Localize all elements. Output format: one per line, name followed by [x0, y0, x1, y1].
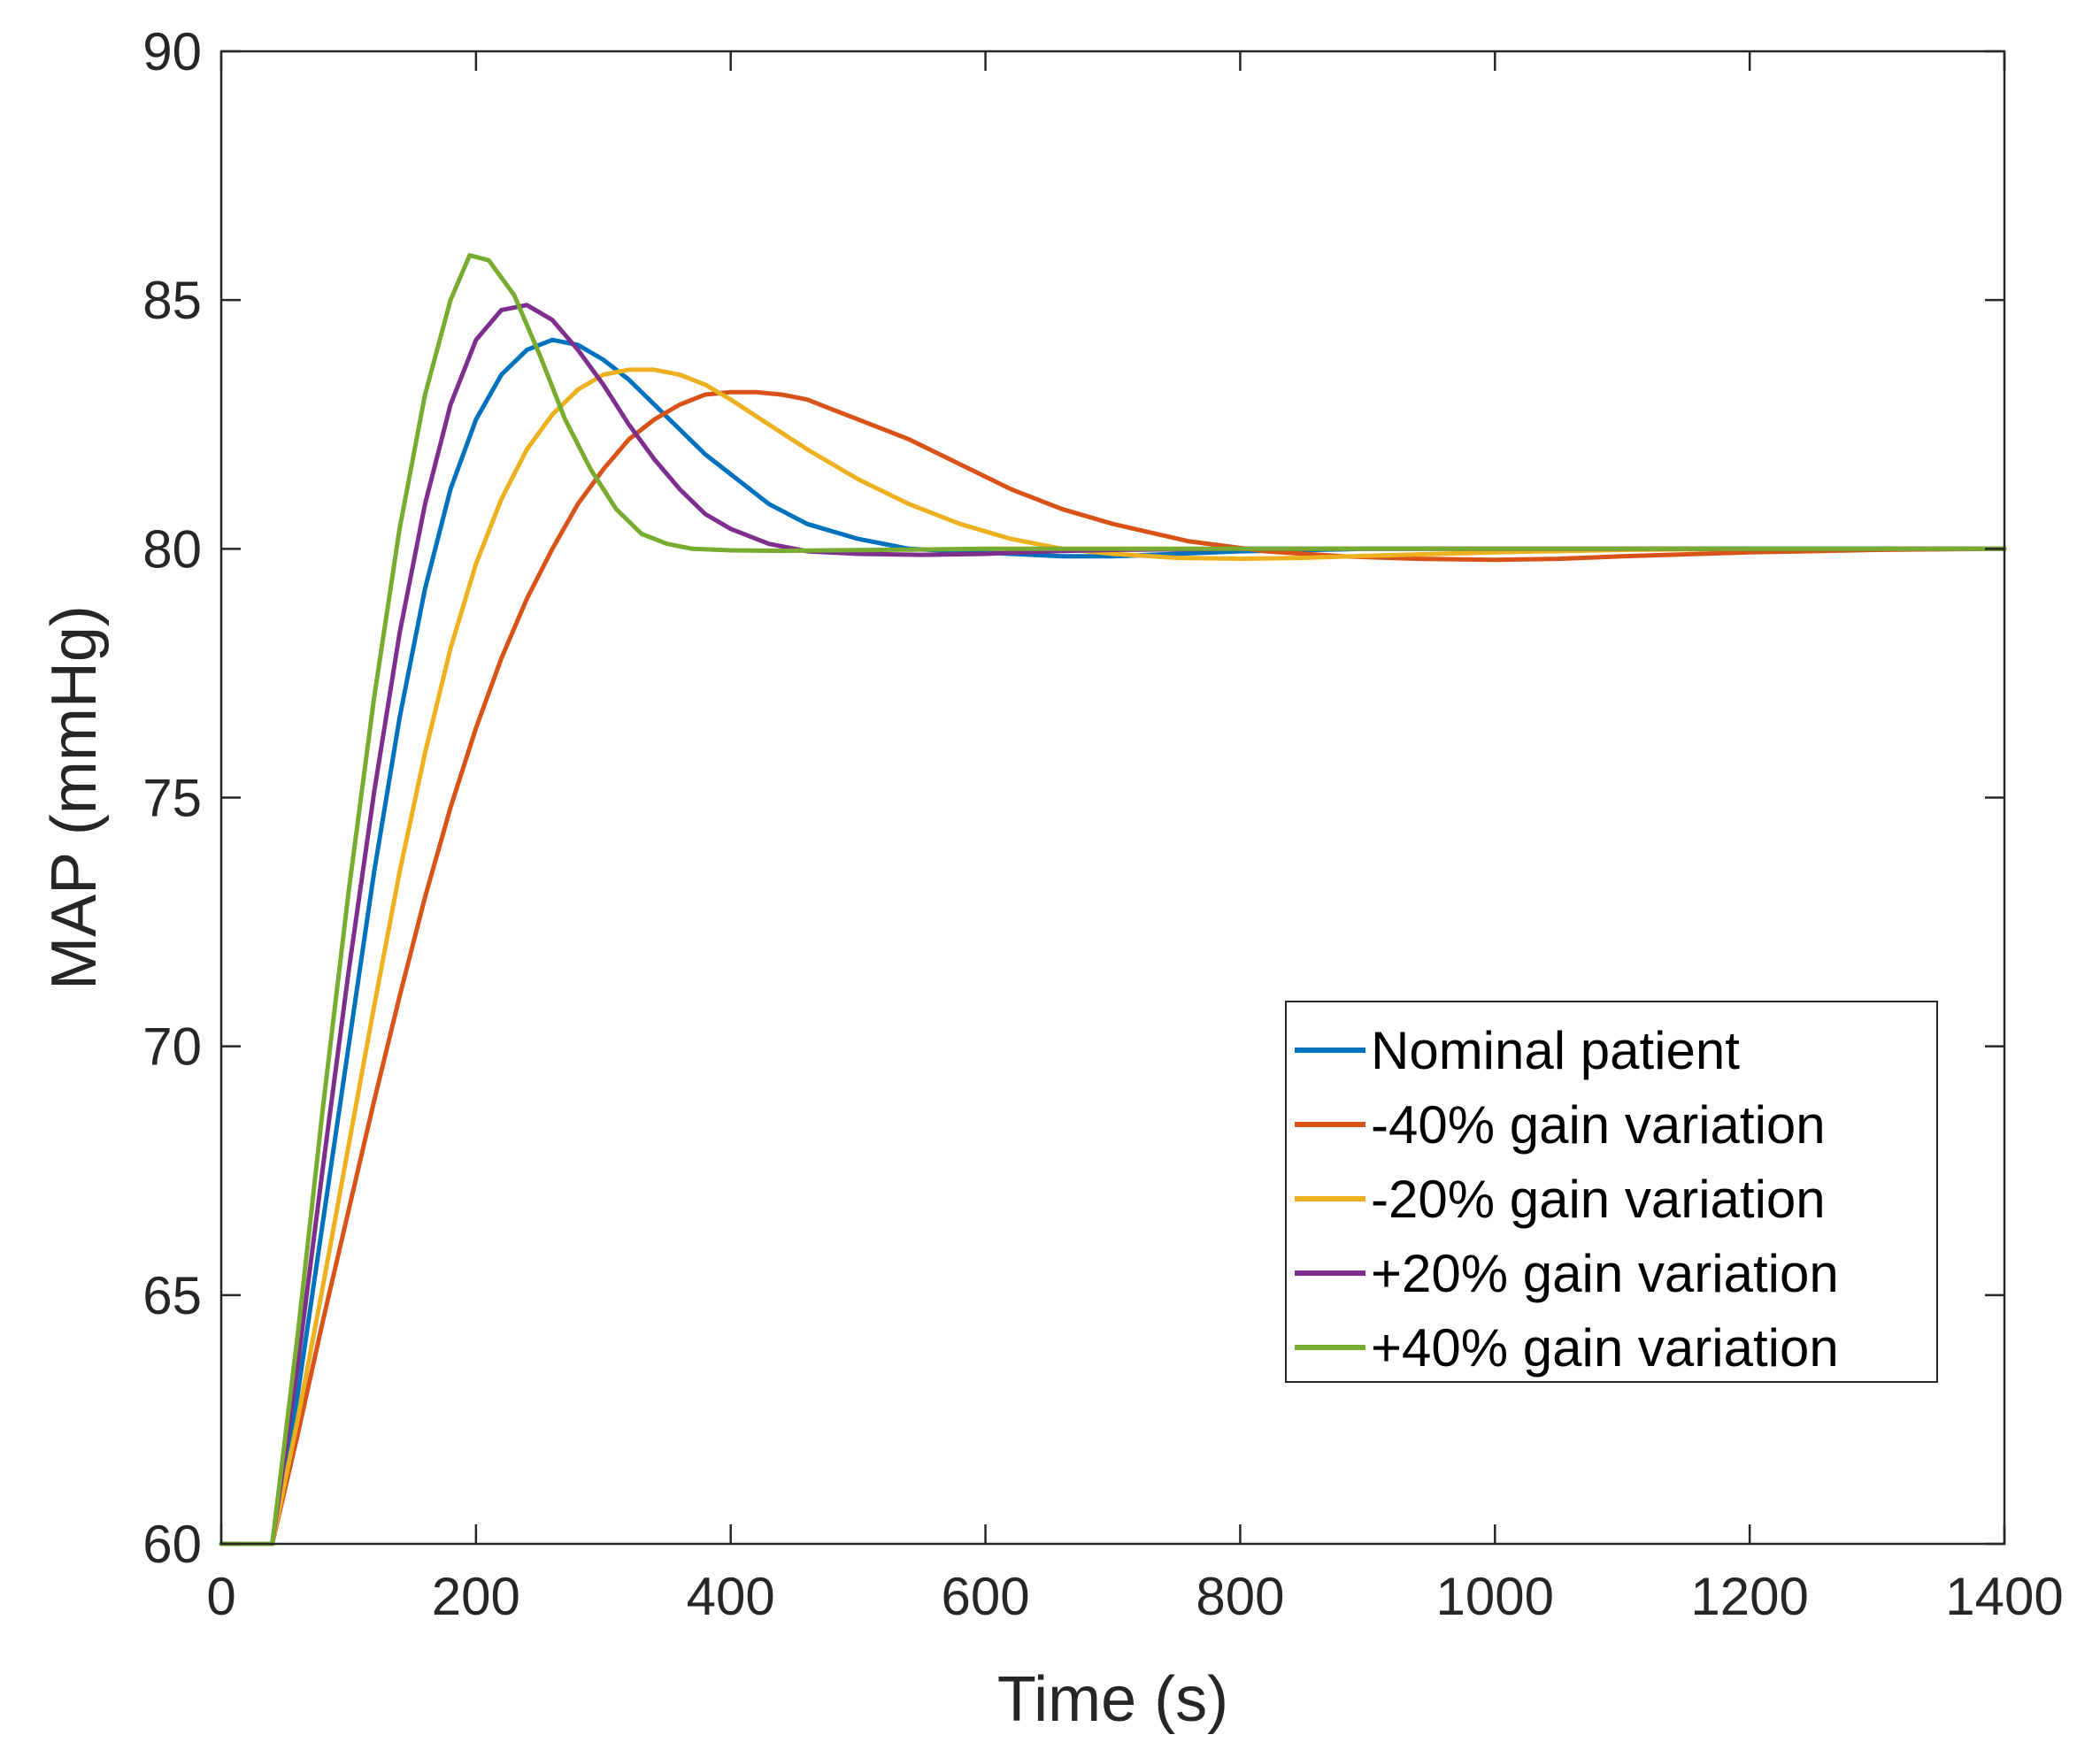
- y-tick-label: 85: [142, 271, 202, 330]
- legend: Nominal patient -40% gain variation -20% g…: [1285, 1001, 1938, 1383]
- x-tick-label: 1400: [1945, 1567, 2063, 1626]
- legend-label-1: Nominal patient: [1371, 1021, 1740, 1080]
- x-tick-label: 200: [432, 1567, 520, 1626]
- x-tick-label: 0: [206, 1567, 235, 1626]
- y-tick-label: 60: [142, 1515, 202, 1574]
- legend-label-3: -20% gain variation: [1371, 1170, 1826, 1229]
- legend-box: [1285, 1001, 1938, 1383]
- x-tick-label: 1200: [1690, 1567, 1808, 1626]
- x-axis-title: Time (s): [997, 1664, 1228, 1735]
- series-line-3: [219, 367, 2007, 1547]
- y-tick-label: 70: [142, 1017, 202, 1077]
- x-tick-label: 400: [687, 1567, 775, 1626]
- x-tick-label: 800: [1196, 1567, 1284, 1626]
- y-tick-label: 90: [142, 22, 202, 81]
- x-tick-label: 600: [942, 1567, 1030, 1626]
- y-axis-title: MAP (mmHg): [39, 605, 110, 990]
- legend-label-4: +20% gain variation: [1371, 1244, 1839, 1303]
- series-layer: [219, 253, 2007, 1547]
- y-tick-label: 65: [142, 1266, 202, 1325]
- y-tick-label: 75: [142, 769, 202, 828]
- axes-layer: 0 200 400 600 800 1000 1200 1400 60 65 70 75 80 85 90: [142, 22, 2063, 1626]
- series-line-1: [219, 337, 2007, 1547]
- x-tick-label: 1000: [1436, 1567, 1554, 1626]
- series-line-5: [219, 253, 2007, 1547]
- y-tick-label: 80: [142, 519, 202, 579]
- legend-label-5: +40% gain variation: [1371, 1318, 1839, 1378]
- legend-label-2: -40% gain variation: [1371, 1095, 1826, 1155]
